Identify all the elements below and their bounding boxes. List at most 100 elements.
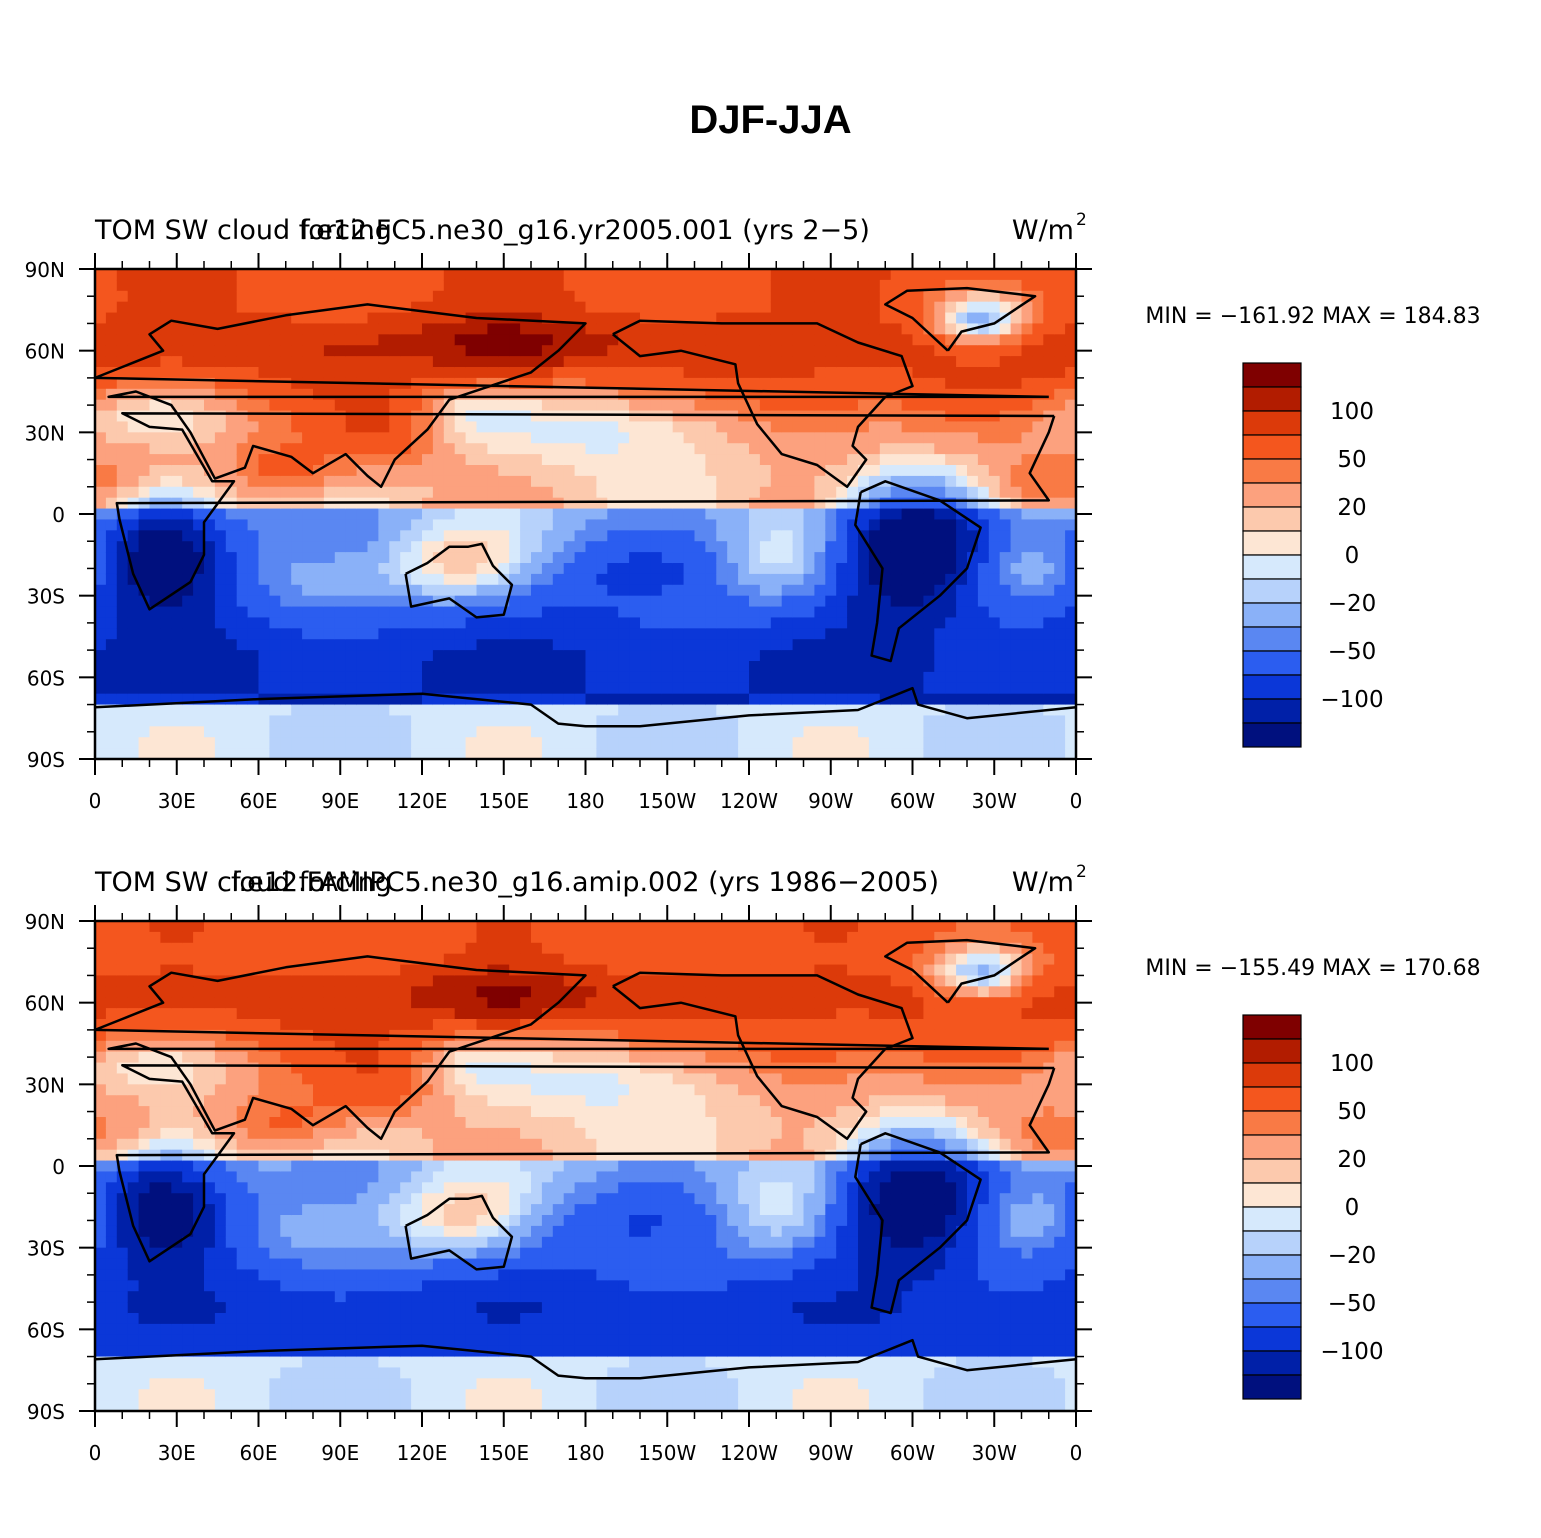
field-cell [792, 497, 805, 510]
field-cell [302, 508, 314, 521]
field-cell [596, 639, 608, 651]
field-cell [345, 312, 358, 325]
field-cell [116, 1400, 129, 1412]
field-cell [923, 377, 935, 390]
field-cell [607, 421, 619, 433]
field-cell [236, 1258, 249, 1271]
field-cell [956, 617, 968, 629]
field-cell [988, 399, 1001, 412]
field-cell [596, 617, 608, 629]
field-cell [629, 475, 641, 488]
field-cell [182, 563, 194, 575]
field-cell [280, 650, 292, 662]
field-cell [781, 399, 794, 412]
field-cell [934, 519, 946, 531]
field-cell [858, 269, 870, 281]
field-cell [356, 748, 369, 760]
field-cell [672, 475, 685, 488]
field-cell [334, 671, 347, 684]
field-cell [792, 388, 805, 401]
field-cell [520, 671, 532, 684]
field-cell [247, 1138, 260, 1151]
field-cell [672, 737, 685, 749]
field-cell [1043, 552, 1055, 564]
field-cell [934, 486, 946, 499]
field-cell [313, 410, 325, 423]
field-cell [269, 432, 281, 444]
field-cell [607, 345, 619, 357]
field-cell [465, 279, 478, 292]
field-cell [236, 617, 249, 629]
field-cell [988, 465, 1001, 477]
field-cell [345, 584, 358, 597]
field-cell [596, 661, 608, 673]
field-cell [247, 1171, 260, 1183]
field-cell [727, 356, 739, 368]
field-cell [225, 1236, 238, 1249]
field-cell [1054, 301, 1066, 314]
field-cell [498, 301, 510, 314]
field-cell [236, 1193, 249, 1205]
field-cell [552, 475, 565, 488]
field-cell [422, 617, 434, 629]
field-cell [149, 975, 161, 987]
field-cell [149, 1215, 161, 1227]
field-cell [847, 486, 859, 499]
field-cell [323, 671, 336, 684]
field-cell [999, 737, 1012, 749]
field-cell [541, 628, 554, 640]
field-cell [716, 519, 728, 531]
field-cell [411, 443, 423, 455]
field-cell [694, 584, 706, 597]
field-cell [313, 661, 325, 673]
field-cell [258, 323, 270, 335]
field-cell [1032, 573, 1044, 586]
field-cell [258, 942, 270, 955]
field-cell [770, 432, 783, 444]
field-cell [934, 465, 946, 477]
field-cell [531, 432, 543, 444]
field-cell [116, 1171, 129, 1183]
field-cell [225, 1400, 238, 1412]
field-cell [367, 552, 379, 564]
field-cell [661, 617, 674, 629]
field-cell [520, 497, 532, 510]
field-cell [879, 443, 892, 455]
field-cell [1021, 443, 1033, 455]
field-cell [214, 1138, 227, 1151]
field-cell [225, 1160, 238, 1173]
field-cell [890, 715, 903, 727]
field-cell [509, 563, 521, 575]
field-cell [650, 508, 663, 521]
field-cell [127, 704, 140, 717]
field-cell [95, 1280, 107, 1292]
field-cell [868, 748, 881, 760]
field-cell [247, 1182, 260, 1194]
field-cell [160, 1236, 172, 1249]
field-cell [345, 748, 358, 760]
field-cell [956, 650, 968, 662]
field-cell [945, 323, 957, 335]
field-cell [476, 715, 488, 727]
field-cell [302, 704, 314, 717]
field-cell [574, 639, 587, 651]
field-cell [574, 367, 587, 379]
field-cell [531, 399, 543, 412]
field-cell [160, 1138, 172, 1151]
field-cell [149, 399, 161, 412]
field-cell [389, 399, 401, 412]
field-cell [182, 693, 194, 706]
field-cell [520, 508, 532, 521]
field-cell [945, 671, 957, 684]
field-cell [705, 748, 717, 760]
field-cell [1054, 421, 1066, 433]
field-cell [912, 573, 924, 586]
field-cell [716, 650, 728, 662]
field-cell [225, 443, 238, 455]
field-cell [95, 312, 107, 325]
field-cell [650, 595, 663, 608]
field-cell [836, 486, 848, 499]
field-cell [334, 563, 347, 575]
field-cell [389, 410, 401, 423]
field-cell [956, 519, 968, 531]
